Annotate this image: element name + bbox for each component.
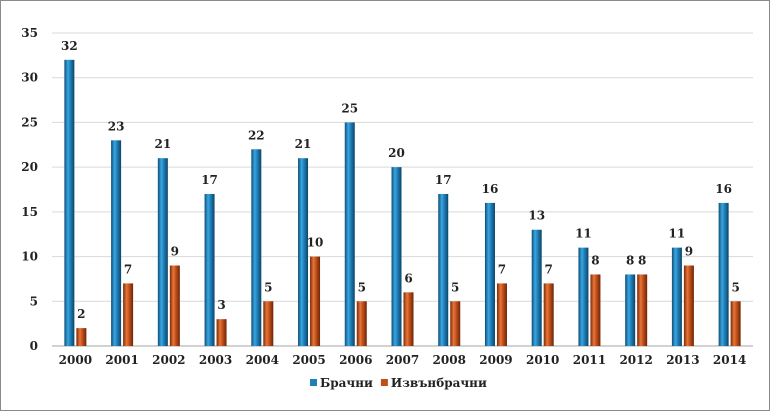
y-tick-label: 15: [21, 205, 38, 219]
x-tick-label: 2014: [713, 353, 746, 367]
bar-brachni-2002: [157, 158, 168, 346]
x-tick-label: 2000: [59, 353, 92, 367]
x-tick-label: 2003: [199, 353, 232, 367]
x-tick-label: 2011: [573, 353, 606, 367]
legend-label: Извънбрачни: [391, 376, 487, 390]
x-tick-label: 2012: [619, 353, 652, 367]
data-label: 5: [731, 280, 739, 294]
bar-brachni-2001: [111, 140, 122, 346]
data-label: 16: [482, 182, 499, 196]
y-tick-label: 35: [21, 26, 38, 40]
data-label: 8: [638, 253, 646, 267]
bar-izvanbrachni-2003: [216, 319, 227, 346]
y-tick-label: 0: [30, 339, 38, 353]
data-label: 23: [108, 119, 125, 133]
legend-swatch-brachni: [310, 379, 317, 386]
data-label: 7: [545, 262, 553, 276]
x-tick-label: 2004: [246, 353, 279, 367]
bar-izvanbrachni-2012: [637, 274, 648, 346]
data-label: 25: [341, 101, 358, 115]
bar-brachni-2014: [718, 202, 729, 346]
bar-izvanbrachni-2010: [543, 283, 554, 346]
data-label: 5: [358, 280, 366, 294]
data-label: 10: [307, 236, 324, 250]
bar-brachni-2000: [64, 59, 75, 346]
data-label: 7: [498, 262, 506, 276]
x-tick-label: 2007: [386, 353, 419, 367]
bars: [64, 59, 741, 346]
bar-izvanbrachni-2000: [76, 328, 87, 346]
legend-swatch-izvanbrachni: [380, 379, 388, 386]
bar-izvanbrachni-2009: [496, 283, 507, 346]
data-label: 16: [715, 182, 732, 196]
x-tick-label: 2002: [152, 353, 185, 367]
x-axis-tick-labels: 2000 2001 2002 2003 2004 2005 2006 2007 2008 2009…: [59, 353, 747, 367]
data-label: 5: [264, 280, 272, 294]
data-label: 13: [528, 209, 545, 223]
bar-brachni-2005: [298, 158, 309, 346]
bar-izvanbrachni-2005: [310, 256, 321, 346]
bar-izvanbrachni-2014: [730, 301, 741, 346]
bar-brachni-2007: [391, 167, 402, 346]
x-tick-label: 2008: [433, 353, 466, 367]
x-tick-label: 2005: [292, 353, 325, 367]
bar-izvanbrachni-2006: [356, 301, 367, 346]
bar-izvanbrachni-2011: [590, 274, 601, 346]
x-tick-label: 2001: [105, 353, 138, 367]
y-tick-label: 30: [21, 71, 38, 85]
bar-brachni-2011: [578, 247, 589, 346]
data-label: 20: [388, 146, 405, 160]
y-tick-label: 5: [30, 294, 38, 308]
bar-brachni-2008: [438, 193, 449, 346]
data-label: 21: [154, 137, 171, 151]
gridlines: [52, 32, 753, 302]
data-label: 7: [124, 262, 132, 276]
data-label: 17: [201, 173, 218, 187]
bar-izvanbrachni-2007: [403, 292, 414, 346]
data-label: 32: [61, 39, 78, 53]
data-label: 11: [575, 227, 592, 241]
data-label: 9: [685, 245, 693, 259]
data-label: 22: [248, 128, 265, 142]
data-label: 6: [404, 271, 412, 285]
x-tick-label: 2013: [666, 353, 699, 367]
bar-brachni-2012: [625, 274, 636, 346]
bar-izvanbrachni-2002: [169, 265, 180, 346]
x-tick-label: 2006: [339, 353, 372, 367]
data-label: 21: [295, 137, 312, 151]
bar-brachni-2009: [484, 202, 495, 346]
data-label: 8: [626, 253, 634, 267]
data-label: 5: [451, 280, 459, 294]
bar-izvanbrachni-2013: [683, 265, 694, 346]
y-axis-tick-labels: 0 5 10 15 20 25 30 35: [21, 26, 38, 353]
data-label: 11: [669, 227, 686, 241]
y-tick-label: 10: [21, 250, 38, 264]
y-tick-label: 25: [21, 115, 38, 129]
bar-izvanbrachni-2001: [123, 283, 134, 346]
y-tick-label: 20: [21, 160, 38, 174]
data-label: 3: [217, 298, 225, 312]
legend-label: Брачни: [320, 376, 373, 390]
data-label: 8: [591, 253, 599, 267]
data-label: 17: [435, 173, 452, 187]
x-tick-label: 2009: [479, 353, 512, 367]
bar-izvanbrachni-2004: [263, 301, 274, 346]
bar-brachni-2003: [204, 193, 215, 346]
data-label: 9: [171, 245, 179, 259]
bar-brachni-2004: [251, 149, 262, 346]
legend: Брачни Извънбрачни: [310, 376, 487, 390]
bar-brachni-2013: [671, 247, 682, 346]
x-tick-label: 2010: [526, 353, 559, 367]
bar-izvanbrachni-2008: [450, 301, 461, 346]
bar-brachni-2006: [344, 122, 355, 346]
bar-brachni-2010: [531, 229, 542, 346]
data-label: 2: [77, 307, 85, 321]
